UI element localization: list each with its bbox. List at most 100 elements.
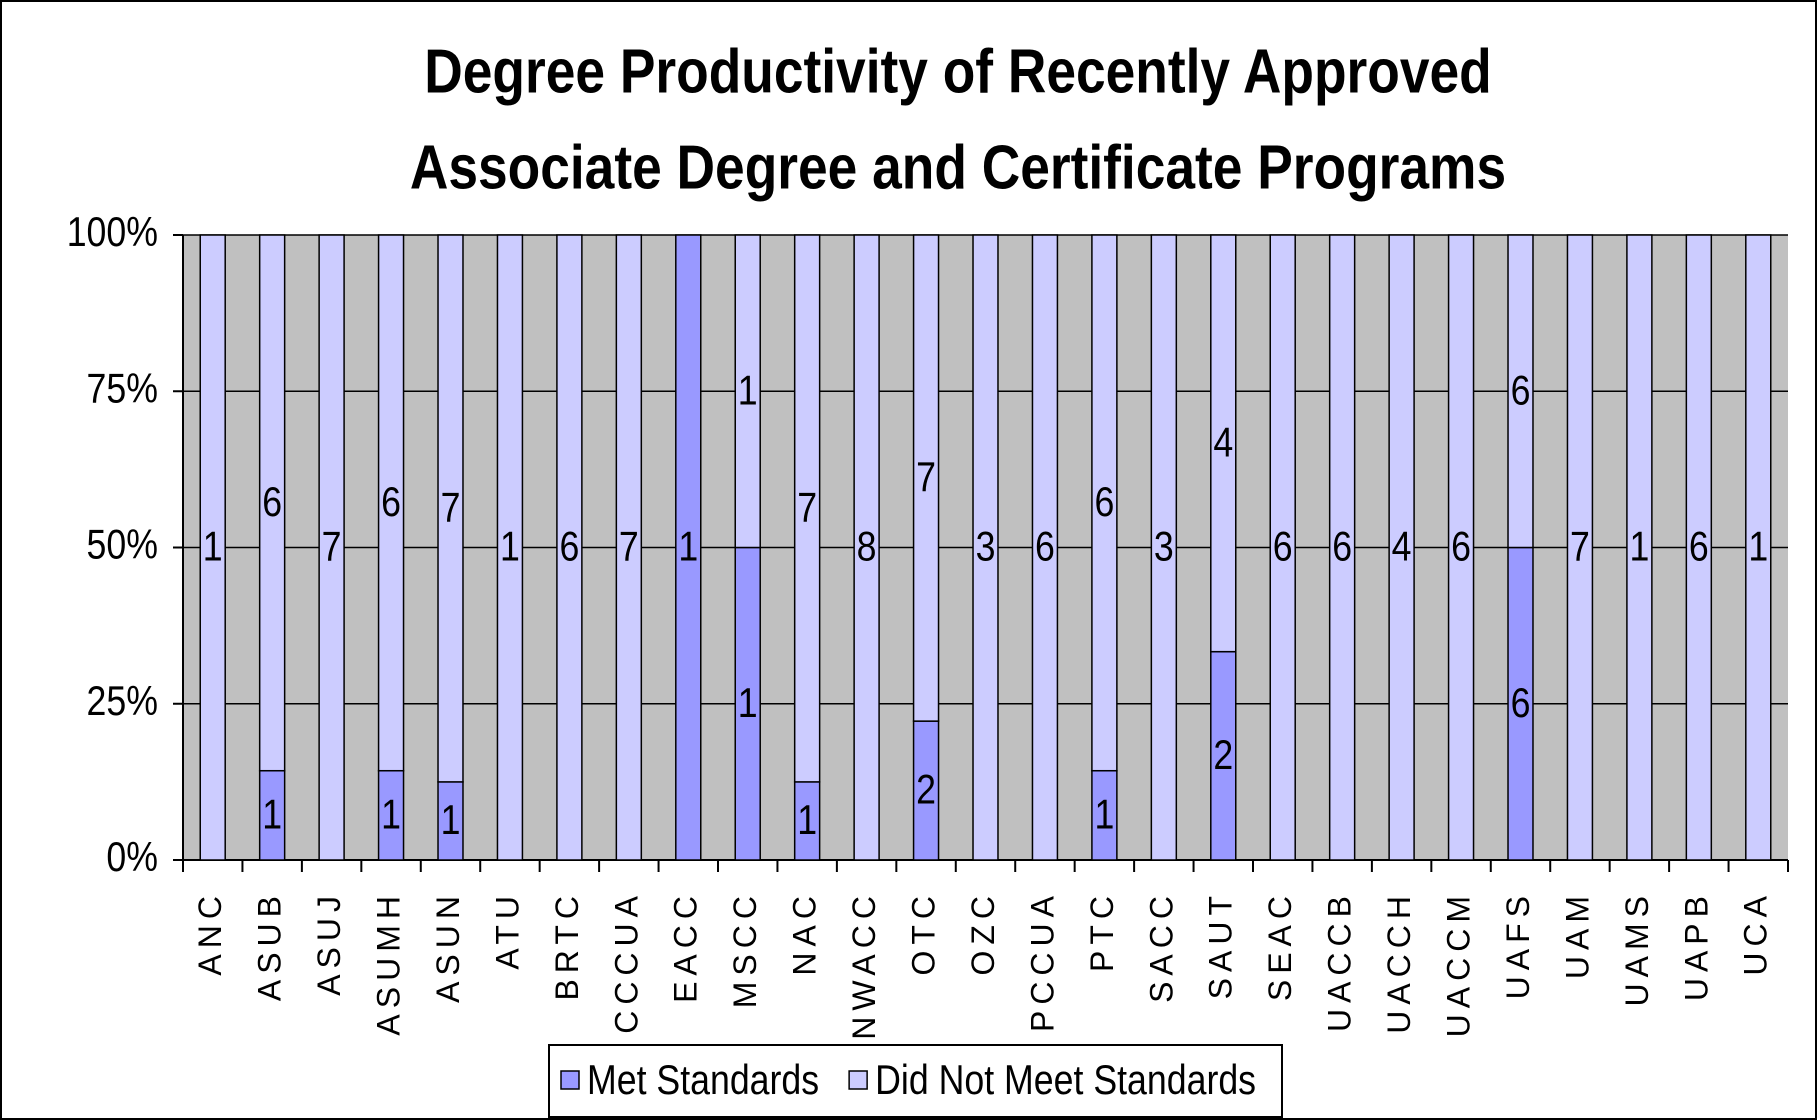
data-label: 1 (1748, 524, 1768, 570)
bar-segment (1626, 234, 1653, 861)
legend-box (548, 1044, 1283, 1118)
bar-segment (1031, 234, 1059, 861)
data-label: 6 (1511, 368, 1531, 414)
x-tick-label: UAPB (1678, 890, 1714, 1001)
data-label: 7 (797, 485, 817, 531)
data-label: 4 (1392, 524, 1412, 570)
data-label: 7 (619, 524, 639, 570)
data-label: 3 (1154, 524, 1174, 570)
bar-segment (1150, 234, 1178, 861)
x-tick-label: BRTC (549, 890, 585, 1001)
y-tick-label: 75% (87, 366, 158, 412)
data-label: 8 (857, 524, 877, 570)
y-tick-label: 50% (87, 522, 158, 568)
x-tick-label: SACC (1143, 890, 1179, 1003)
chart-title: Associate Degree and Certificate Program… (410, 134, 1506, 203)
bar-segment (912, 720, 940, 861)
x-tick-label: PCCUA (1024, 890, 1060, 1032)
x-tick-label: UCA (1738, 890, 1774, 976)
x-tick-label: SAUT (1203, 890, 1239, 999)
bar-segment (1328, 234, 1356, 861)
data-label: 7 (322, 524, 342, 570)
data-label: 7 (916, 455, 936, 501)
bar-segment (377, 234, 405, 772)
x-tick-label: NAC (787, 890, 823, 976)
data-label: 6 (1332, 524, 1352, 570)
chart-title: Degree Productivity of Recently Approved (424, 38, 1491, 107)
bar-segment (1507, 234, 1534, 549)
x-tick-label: MSCC (727, 890, 763, 1008)
bar-segment (972, 234, 999, 861)
data-label: 6 (1511, 680, 1531, 726)
bar-segment (1685, 234, 1713, 861)
bar-segment (1507, 546, 1534, 861)
x-tick-label: PTC (1084, 890, 1120, 972)
x-tick-label: NWACC (846, 890, 882, 1040)
data-label: 1 (1094, 792, 1114, 838)
bar-segment (793, 234, 821, 783)
x-tick-label: ASUJ (311, 890, 347, 996)
data-label: 1 (738, 680, 758, 726)
legend-label: Did Not Meet Standards (875, 1057, 1256, 1103)
legend-label: Met Standards (587, 1057, 819, 1103)
x-tick-label: ATU (489, 890, 525, 970)
bar-segment (675, 234, 702, 861)
bar-segment (437, 234, 464, 783)
x-tick-label: ASUB (252, 890, 288, 1001)
x-tick-label: UAMS (1619, 890, 1655, 1006)
data-label: 6 (1035, 524, 1055, 570)
x-tick-label: UAFS (1500, 890, 1536, 999)
x-tick-label: UACCB (1322, 890, 1358, 1032)
bar-segment (912, 234, 940, 722)
data-label: 6 (1273, 524, 1293, 570)
data-label: 6 (1451, 524, 1471, 570)
legend-swatch (848, 1070, 868, 1090)
bar-segment (1388, 234, 1415, 861)
y-tick-label: 100% (67, 209, 158, 255)
data-label: 1 (381, 792, 401, 838)
bar-segment (1269, 234, 1296, 861)
x-tick-label: UACCH (1381, 890, 1417, 1034)
bar-segment (496, 234, 524, 861)
x-tick-label: OZC (965, 890, 1001, 976)
x-tick-label: EACC (668, 890, 704, 1003)
bar-segment (199, 234, 226, 861)
data-label: 1 (1629, 524, 1649, 570)
data-label: 1 (678, 524, 698, 570)
data-label: 3 (976, 524, 996, 570)
data-label: 4 (1213, 420, 1233, 466)
data-label: 6 (262, 479, 282, 525)
data-label: 1 (262, 792, 282, 838)
bar-segment (258, 234, 286, 772)
x-tick-label: OTC (906, 890, 942, 976)
x-tick-label: SEAC (1262, 890, 1298, 1001)
x-tick-label: CCCUA (608, 890, 644, 1034)
bar-segment (734, 234, 761, 549)
x-tick-label: UACCM (1441, 890, 1477, 1037)
x-tick-label: UAM (1559, 890, 1595, 979)
data-label: 2 (1213, 732, 1233, 778)
bar-segment (1210, 234, 1237, 653)
y-tick-label: 25% (87, 678, 158, 724)
bar-segment (1210, 650, 1237, 861)
data-label: 1 (738, 368, 758, 414)
bar-segment (853, 234, 880, 861)
bar-segment (615, 234, 643, 861)
data-label: 1 (203, 524, 223, 570)
bar-segment (377, 769, 405, 861)
y-tick-label: 0% (106, 834, 158, 880)
bar-segment (1566, 234, 1594, 861)
data-label: 6 (1094, 479, 1114, 525)
data-label: 6 (381, 479, 401, 525)
data-label: 6 (559, 524, 579, 570)
bar-segment (318, 234, 345, 861)
bar-segment (1745, 234, 1772, 861)
data-label: 6 (1689, 524, 1709, 570)
data-label: 1 (500, 524, 520, 570)
data-label: 7 (441, 485, 461, 531)
bar-segment (556, 234, 583, 861)
data-label: 2 (916, 767, 936, 813)
data-label: 7 (1570, 524, 1590, 570)
x-tick-label: ASUMH (371, 890, 407, 1036)
